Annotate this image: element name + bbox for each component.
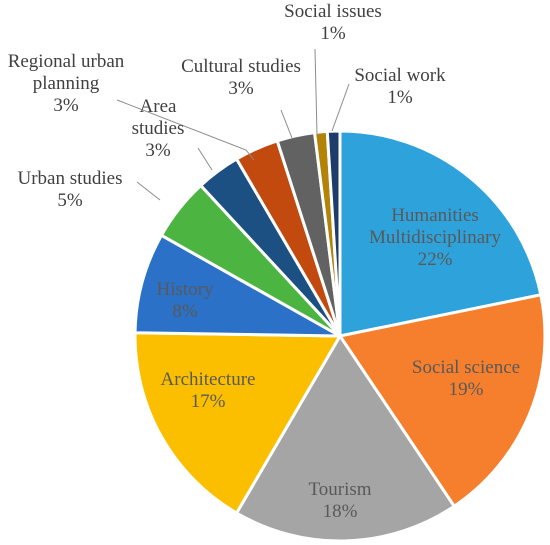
category-label: Tourism [308, 479, 371, 500]
leader-line-cultural-studies [280, 109, 293, 139]
data-label-cultural-studies: Cultural studies 3% [181, 56, 301, 99]
slice-labels: Humanities Multidisciplinary 22% Social sci… [8, 1, 520, 522]
category-label: Regional urban [8, 51, 125, 72]
data-label-architecture: Architecture 17% [161, 369, 256, 412]
percent-label: 1% [320, 23, 346, 44]
percent-label: 5% [57, 190, 83, 211]
category-label: Social science [412, 357, 520, 378]
percent-label: 3% [53, 95, 79, 116]
percent-label: 1% [387, 87, 413, 108]
percent-label: 3% [145, 140, 171, 161]
data-label-area-studies: Area studies 3% [132, 96, 185, 161]
data-label-urban-studies: Urban studies 5% [17, 168, 122, 211]
leader-lines [116, 48, 350, 201]
slice-social-science [337, 293, 547, 509]
data-label-history: History 8% [157, 279, 215, 322]
percent-label: 8% [172, 301, 198, 322]
percent-label: 22% [418, 249, 453, 270]
category-label: Humanities [391, 205, 479, 226]
data-label-humanities-multidisciplinary: Humanities Multidisciplinary 22% [369, 205, 501, 270]
data-label-social-work: Social work 1% [354, 65, 446, 108]
percent-label: 17% [191, 391, 226, 412]
leader-line-urban-studies [136, 181, 161, 201]
percent-label: 19% [449, 379, 484, 400]
slice-tourism [234, 333, 457, 543]
slice-social-work [325, 129, 342, 337]
category-label: Urban studies [17, 168, 122, 189]
percent-label: 18% [323, 501, 358, 522]
category-label: Architecture [161, 369, 256, 390]
slice-architecture [133, 331, 343, 516]
data-label-regional-urban-planning: Regional urban planning 3% [8, 51, 125, 116]
category-label: Multidisciplinary [369, 227, 501, 248]
percent-label: 3% [228, 78, 254, 99]
category-label: History [157, 279, 215, 300]
leader-line-area-studies [197, 147, 213, 171]
category-label: Social issues [284, 1, 382, 22]
leader-line-social-work [331, 83, 350, 132]
slice-history [133, 233, 341, 338]
category-label: Cultural studies [181, 56, 301, 77]
category-label: planning [33, 73, 100, 94]
leader-line-regional-urban-planning [116, 99, 255, 161]
data-label-social-science: Social science 19% [412, 357, 520, 400]
category-label: Area [140, 96, 177, 117]
slice-humanities-multidisciplinary [338, 129, 543, 338]
pie-slices [133, 129, 547, 543]
data-label-social-issues: Social issues 1% [284, 1, 382, 44]
category-label: Social work [354, 65, 446, 86]
data-label-tourism: Tourism 18% [308, 479, 371, 522]
category-label: studies [132, 118, 185, 139]
leader-line-social-issues [314, 48, 318, 136]
